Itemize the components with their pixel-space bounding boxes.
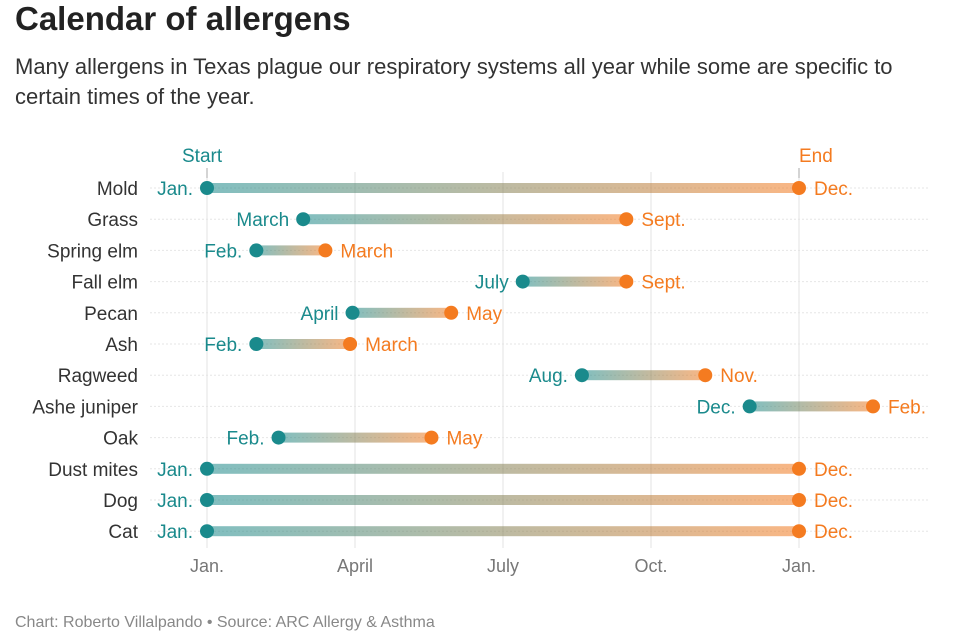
end-dot: [318, 243, 333, 258]
end-dot: [792, 493, 806, 507]
row-label: Pecan: [84, 304, 138, 325]
start-dot: [574, 368, 589, 383]
end-dot: [792, 524, 806, 539]
end-dot: [698, 368, 713, 383]
start-label: July: [475, 273, 509, 294]
start-label: Aug.: [529, 366, 568, 387]
start-label: March: [236, 210, 289, 231]
x-tick-label: April: [337, 556, 373, 576]
row-label: Mold: [97, 179, 138, 200]
range-bar: [207, 463, 799, 474]
start-dot: [296, 212, 311, 227]
start-label: Feb.: [204, 335, 242, 356]
start-label: Jan.: [157, 460, 193, 481]
row-label: Ashe juniper: [32, 397, 138, 418]
end-dot: [444, 305, 459, 320]
end-dot: [424, 430, 439, 445]
end-dot: [866, 399, 880, 414]
start-dot: [200, 461, 214, 476]
start-dot: [249, 243, 264, 258]
row-label: Grass: [87, 210, 138, 231]
start-dot: [249, 337, 264, 351]
start-label: Feb.: [204, 241, 242, 262]
end-label: Dec.: [814, 179, 853, 200]
start-label: April: [301, 304, 339, 325]
start-dot: [345, 305, 360, 320]
x-tick-label: Jan.: [190, 556, 224, 576]
end-dot: [343, 337, 358, 351]
legend-end-label: End: [799, 146, 833, 167]
chart-credit: Chart: Roberto Villalpando • Source: ARC…: [15, 614, 435, 631]
row-label: Dog: [103, 491, 138, 512]
end-label: Dec.: [814, 522, 853, 543]
start-dot: [200, 181, 214, 195]
row-label: Oak: [103, 429, 138, 450]
row-label: Ragweed: [58, 366, 138, 387]
x-tick-label: July: [487, 556, 519, 576]
x-tick-label: Oct.: [634, 556, 667, 576]
range-bar: [207, 526, 799, 537]
range-bar: [581, 370, 706, 381]
end-label: May: [446, 429, 482, 450]
end-label: May: [466, 304, 502, 325]
range-bar: [749, 401, 873, 412]
start-dot: [742, 399, 757, 414]
end-label: March: [340, 241, 393, 262]
row-label: Dust mites: [48, 460, 138, 481]
end-dot: [619, 274, 634, 289]
start-label: Dec.: [697, 397, 736, 418]
range-bar: [352, 307, 452, 318]
start-dot: [200, 493, 214, 507]
range-bar: [256, 339, 351, 349]
x-tick-label: Jan.: [782, 556, 816, 576]
row-label: Cat: [108, 522, 138, 543]
range-bar: [278, 432, 432, 443]
chart-title: Calendar of allergens: [15, 0, 351, 37]
range-bar: [207, 495, 799, 505]
start-label: Jan.: [157, 491, 193, 512]
start-label: Jan.: [157, 179, 193, 200]
start-dot: [271, 430, 286, 445]
range-bar: [207, 183, 799, 193]
start-dot: [200, 524, 214, 539]
chart-subtitle: Many allergens in Texas plague our respi…: [15, 54, 893, 109]
end-label: Dec.: [814, 460, 853, 481]
end-label: Feb.: [888, 397, 926, 418]
range-bar: [303, 214, 627, 225]
range-bar: [522, 276, 627, 287]
end-label: Dec.: [814, 491, 853, 512]
row-label: Spring elm: [47, 241, 138, 262]
row-label: Fall elm: [71, 273, 138, 294]
end-dot: [619, 212, 634, 227]
end-label: Sept.: [641, 210, 685, 231]
end-label: Sept.: [641, 273, 685, 294]
start-label: Jan.: [157, 522, 193, 543]
range-bar: [256, 245, 326, 256]
end-dot: [792, 461, 806, 476]
start-label: Feb.: [227, 429, 265, 450]
legend-start-label: Start: [182, 146, 223, 167]
end-label: Nov.: [720, 366, 758, 387]
end-dot: [792, 181, 806, 195]
end-label: March: [365, 335, 418, 356]
start-dot: [515, 274, 530, 289]
row-label: Ash: [105, 335, 138, 356]
